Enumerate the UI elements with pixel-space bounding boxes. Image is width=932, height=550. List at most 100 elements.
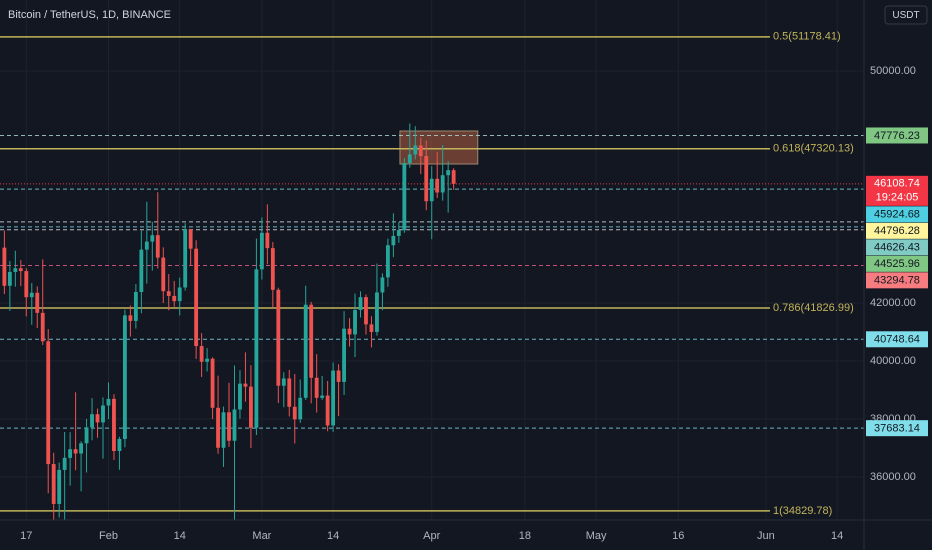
price-tag xyxy=(866,255,928,272)
candle-body xyxy=(95,414,100,423)
candle-body xyxy=(331,370,336,426)
candle-body xyxy=(79,443,84,454)
candle-body xyxy=(194,248,199,347)
candle-body xyxy=(210,358,215,408)
grid xyxy=(0,0,864,520)
candle-body xyxy=(205,358,210,362)
candle-body xyxy=(221,412,226,448)
candle-body xyxy=(117,438,122,452)
fib-label: 0.5(51178.41) xyxy=(773,31,841,43)
y-tick-label: 50000.00 xyxy=(870,65,916,77)
candle-body xyxy=(238,383,242,410)
candle-body xyxy=(232,409,237,441)
x-tick-label: Jun xyxy=(757,530,775,542)
candle-body xyxy=(101,405,105,423)
price-tag xyxy=(866,420,928,437)
candle-body xyxy=(150,235,155,242)
candle-body xyxy=(133,291,138,321)
x-tick-label: 16 xyxy=(672,530,684,542)
candle-body xyxy=(364,297,368,325)
candle-body xyxy=(51,464,56,504)
candle-body xyxy=(227,412,231,441)
candle-body xyxy=(435,178,440,193)
candle-body xyxy=(276,289,281,386)
candle-body xyxy=(385,245,390,278)
candle-body xyxy=(243,383,248,387)
candle-body xyxy=(309,304,314,378)
last-price-tag xyxy=(866,175,928,206)
candle-body xyxy=(281,378,286,386)
candle-body xyxy=(391,235,396,246)
price-tag-label: 43294.78 xyxy=(874,275,920,287)
price-tag-label: 44796.28 xyxy=(874,225,920,237)
candle-body xyxy=(402,163,407,231)
chart-title: Bitcoin / TetherUS, 1D, BINANCE xyxy=(8,9,171,21)
candle-body xyxy=(292,406,297,420)
candle-body xyxy=(424,156,429,202)
candle-body xyxy=(155,235,160,258)
y-tick-label: 36000.00 xyxy=(870,471,916,483)
candle-body xyxy=(369,324,374,332)
candle-body xyxy=(183,229,188,288)
price-tag-label: 44626.43 xyxy=(874,242,920,254)
candle-body xyxy=(320,395,325,398)
candle-body xyxy=(353,310,357,335)
price-tag-label: 40748.64 xyxy=(874,334,920,346)
price-tag xyxy=(866,272,928,289)
x-tick-label: 14 xyxy=(831,530,843,542)
candle-body xyxy=(46,341,51,465)
price-tag xyxy=(866,222,928,239)
currency-label[interactable]: USDT xyxy=(892,10,919,21)
price-tag-label: 37683.14 xyxy=(874,423,920,435)
countdown-label: 19:24:05 xyxy=(876,192,919,204)
axes: 17 Feb 14 Mar 14 Apr 18 May 16 Jun 1436000.0038000… xyxy=(20,65,928,542)
candle-body xyxy=(249,386,253,428)
x-tick-label: 14 xyxy=(174,530,186,542)
plot-area: 0.5(51178.41) 0.618(47320.13) 0.786(41826.… xyxy=(0,31,864,520)
candle-body xyxy=(287,378,292,407)
candle-body xyxy=(413,145,418,155)
price-tag xyxy=(866,331,928,348)
candle-body xyxy=(13,268,18,272)
y-tick-label: 40000.00 xyxy=(870,355,916,367)
candle-body xyxy=(172,295,177,302)
candle-body xyxy=(451,170,456,184)
price-tag-label: 44525.96 xyxy=(874,258,920,270)
candle-body xyxy=(29,292,34,298)
candle-body xyxy=(139,249,144,292)
candle-body xyxy=(446,170,451,176)
candle-body xyxy=(90,414,94,428)
candle-body xyxy=(314,377,319,398)
fib-label: 0.786(41826.99) xyxy=(773,302,854,314)
candle-body xyxy=(342,328,346,382)
candle-body xyxy=(259,232,264,270)
candle-body xyxy=(298,397,303,420)
price-tag xyxy=(866,206,928,223)
x-tick-label: 18 xyxy=(519,530,531,542)
candle-body xyxy=(199,346,204,362)
candle-body xyxy=(7,271,12,286)
candle-body xyxy=(303,304,308,398)
candle-body xyxy=(57,469,62,504)
price-tag-label: 45924.68 xyxy=(874,209,920,221)
candle-body xyxy=(325,395,330,426)
candle-body xyxy=(106,398,111,406)
candle-body xyxy=(166,291,171,296)
candle-body xyxy=(128,315,133,321)
candle-body xyxy=(429,178,434,202)
currency-button[interactable] xyxy=(884,5,928,25)
x-tick-label: May xyxy=(586,530,607,542)
price-tag xyxy=(866,239,928,256)
candle-body xyxy=(396,230,401,236)
candle-body xyxy=(418,145,423,157)
y-tick-label: 42000.00 xyxy=(870,297,916,309)
candle-body xyxy=(161,257,166,292)
candle-body xyxy=(68,449,73,458)
candle-body xyxy=(270,248,275,290)
candle-body xyxy=(144,241,149,250)
x-tick-label: Apr xyxy=(423,530,440,542)
range-box xyxy=(399,130,479,165)
